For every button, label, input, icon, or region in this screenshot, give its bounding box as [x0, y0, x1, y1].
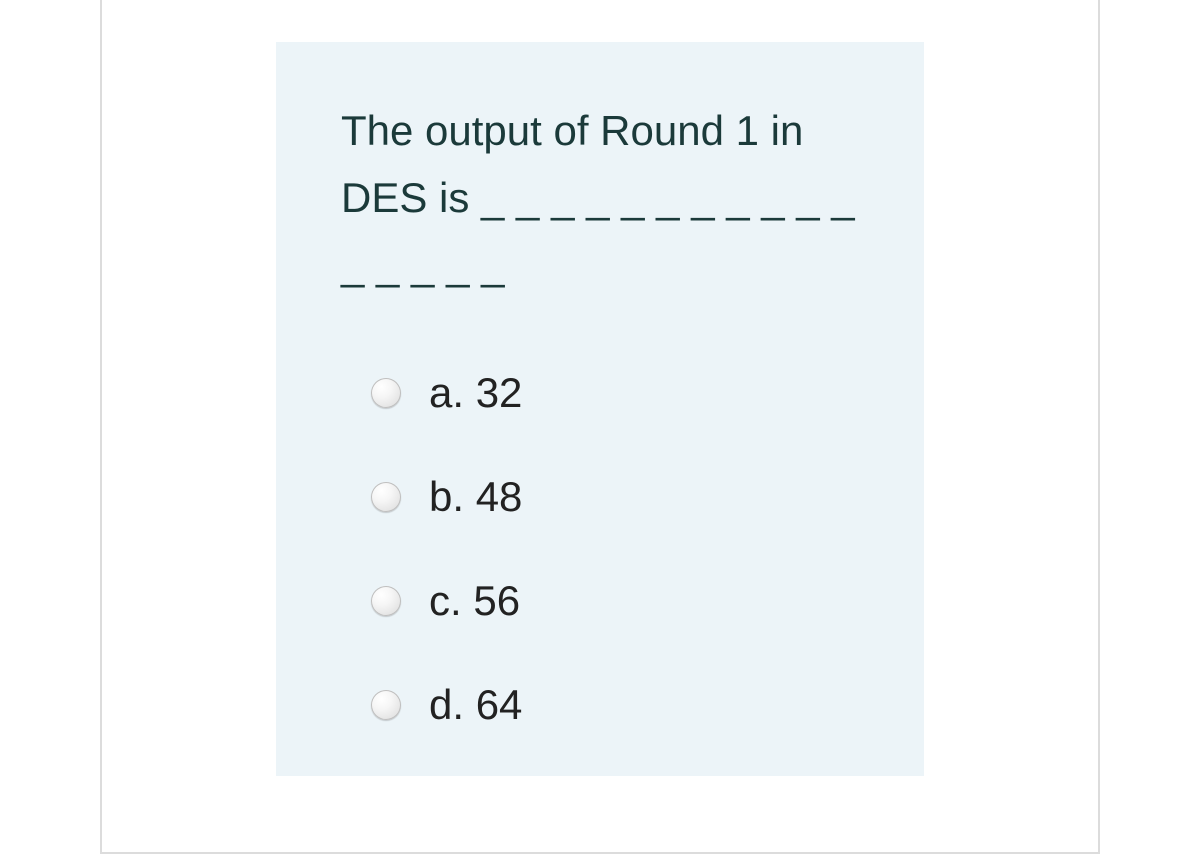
option-label: d. 64 [429, 681, 522, 729]
page: The output of Round 1 in DES is _ _ _ _ … [0, 0, 1200, 854]
option-d[interactable]: d. 64 [371, 681, 859, 729]
option-label: a. 32 [429, 369, 522, 417]
question-text: The output of Round 1 in DES is _ _ _ _ … [341, 97, 859, 299]
question-card: The output of Round 1 in DES is _ _ _ _ … [276, 42, 924, 776]
option-c[interactable]: c. 56 [371, 577, 859, 625]
radio-icon[interactable] [371, 378, 401, 408]
option-b[interactable]: b. 48 [371, 473, 859, 521]
content-frame: The output of Round 1 in DES is _ _ _ _ … [100, 0, 1100, 854]
options-group: a. 32 b. 48 c. 56 d. 64 [341, 369, 859, 729]
radio-icon[interactable] [371, 482, 401, 512]
radio-icon[interactable] [371, 586, 401, 616]
option-label: c. 56 [429, 577, 520, 625]
option-a[interactable]: a. 32 [371, 369, 859, 417]
radio-icon[interactable] [371, 690, 401, 720]
option-label: b. 48 [429, 473, 522, 521]
